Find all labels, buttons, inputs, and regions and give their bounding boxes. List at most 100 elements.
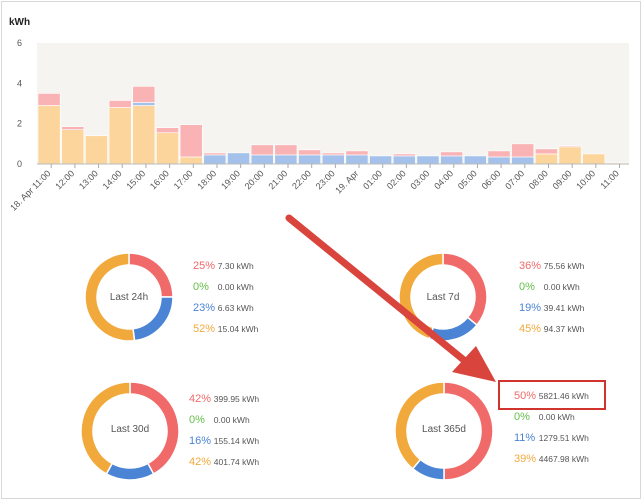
legend-row: 16% 155.14 kWh [189, 431, 259, 452]
x-tick-label: 11:00 [598, 168, 621, 191]
legend-value: 0.00 kWh [213, 415, 250, 425]
legend-pct: 16% [189, 435, 212, 447]
bar-segment-blue [298, 154, 321, 165]
x-tick-label: 17:00 [172, 168, 195, 191]
x-tick-label: 13:00 [77, 168, 100, 191]
legend-pct: 45% [519, 323, 542, 335]
x-tick-label: 09:00 [551, 168, 574, 191]
legend-row: 42% 399.95 kWh [189, 389, 259, 410]
bar-segment-blue [321, 154, 345, 165]
legend-value: 6.63 kWh [217, 303, 254, 313]
hourly-energy-chart: kWh 0 2 4 6 18. Apr 11:00 12:00 13:00 14:00 15:00… [8, 17, 629, 213]
slice-red [128, 252, 174, 298]
bar-segment-orange [61, 129, 85, 165]
slice-orange [394, 381, 445, 470]
bar-segment-red [132, 86, 156, 103]
donut-last-30d: Last 30d [80, 377, 180, 485]
legend-value: 0.00 kWh [538, 412, 575, 422]
legend-pct: 25% [193, 260, 216, 272]
x-tick-label: 01:00 [361, 168, 384, 191]
legend-row: 0% 0.00 kWh [519, 277, 584, 298]
legend-row: 11% 1279.51 kWh [514, 428, 589, 449]
x-tick-label: 12:00 [53, 168, 76, 191]
bar-segment-orange [179, 156, 203, 165]
highlight-box [498, 380, 606, 410]
bar-segment-blue [203, 154, 227, 165]
y-axis-label: kWh [9, 17, 30, 28]
x-tick-label: 18. Apr 11:00 [8, 168, 52, 212]
slice-blue [132, 296, 174, 342]
x-tick-label: 02:00 [385, 168, 408, 191]
x-tick-label: 04:00 [432, 168, 455, 191]
donut-last-7d: Last 7d [398, 245, 488, 349]
x-tick-label: 14:00 [101, 168, 124, 191]
legend-pct: 42% [189, 393, 212, 405]
donut-last-30d-ring [80, 381, 180, 481]
legend-value: 15.04 kWh [217, 324, 259, 334]
donut-last-24h: Last 24h [84, 245, 174, 349]
bar-segment-blue [440, 155, 464, 165]
legend-value: 94.37 kWh [543, 324, 585, 334]
donut-label: Last 365d [422, 424, 466, 435]
bar-segment-blue [227, 152, 250, 165]
bar-segment-red [179, 124, 203, 158]
legend-pct: 19% [519, 302, 542, 314]
bar-segment-red [61, 126, 85, 131]
legend-pct: 50% [514, 390, 537, 402]
bar-segment-blue [392, 155, 416, 165]
bar-segment-red [511, 143, 535, 158]
bar-segment-blue [345, 154, 369, 165]
slice-orange [80, 381, 131, 475]
bar-segment-red [392, 153, 416, 157]
bar-segment-orange [37, 105, 61, 165]
x-tick-label: 03:00 [408, 168, 431, 191]
bar-segment-red [108, 100, 132, 108]
y-tick-label: 0 [17, 159, 22, 169]
x-tick-label: 20:00 [243, 168, 266, 191]
bar-segment-red [321, 152, 345, 156]
legend-value: 1279.51 kWh [538, 433, 589, 443]
bar-segment-orange [582, 153, 606, 165]
bar-segment-red [558, 145, 582, 148]
legend-value: 0.00 kWh [217, 282, 254, 292]
slice-red [442, 252, 488, 327]
x-tick-label: 19:00 [219, 168, 242, 191]
legend-pct: 52% [193, 323, 216, 335]
bar-segment-orange [534, 153, 558, 165]
legend-pct: 0% [514, 411, 530, 423]
bar-segment-blue [463, 155, 487, 165]
legend-value: 39.41 kWh [543, 303, 585, 313]
legend-pct: 23% [193, 302, 216, 314]
x-tick-label: 18:00 [195, 168, 218, 191]
legend-row: 36% 75.56 kWh [519, 256, 584, 277]
legend-value: 75.56 kWh [543, 261, 585, 271]
donut-label: Last 7d [426, 292, 460, 303]
legend-row: 0% 0.00 kWh [189, 410, 259, 431]
legend-last-365d: 50% 5821.46 kWh 0% 0.00 kWh 11% 1279.51 … [514, 386, 589, 470]
legend-pct: 36% [519, 260, 542, 272]
legend-pct: 39% [514, 453, 537, 465]
bar-segment-blue [274, 154, 298, 165]
bar-segment-red [440, 151, 464, 157]
legend-pct: 0% [519, 281, 535, 293]
donut-label: Last 30d [110, 424, 150, 435]
x-tick-label: 05:00 [456, 168, 479, 191]
x-tick-label: 08:00 [527, 168, 550, 191]
bar-segment-red [156, 127, 179, 134]
legend-pct: 0% [193, 281, 209, 293]
bar-segment-blue [369, 155, 392, 165]
legend-row: 0% 0.00 kWh [514, 407, 589, 428]
legend-row: 23% 6.63 kWh [193, 298, 258, 319]
legend-value: 5821.46 kWh [538, 391, 589, 401]
bar-segment-blue [487, 156, 511, 165]
legend-row: 0% 0.00 kWh [193, 277, 258, 298]
x-tick-label: 16:00 [148, 168, 171, 191]
y-tick-label: 2 [17, 119, 22, 129]
legend-row: 52% 15.04 kWh [193, 319, 258, 340]
bar-segment-orange [558, 146, 582, 165]
bar-segment-orange [156, 132, 179, 165]
legend-pct: 11% [514, 432, 536, 444]
y-tick-label: 6 [17, 38, 22, 48]
legend-pct: 42% [189, 456, 212, 468]
